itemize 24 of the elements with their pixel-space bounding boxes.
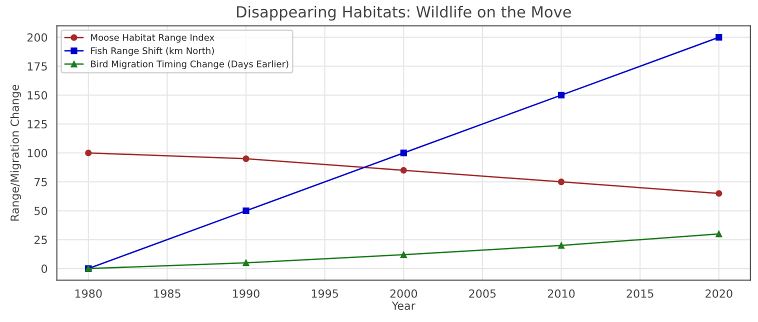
x-axis-title: Year	[392, 302, 416, 310]
x-tick-label: 2015	[626, 289, 654, 298]
x-tick-label: 1995	[312, 289, 338, 298]
y-tick-label: 200	[27, 33, 48, 42]
legend-label: Fish Range Shift (km North)	[91, 47, 214, 56]
x-tick-label: 1980	[75, 289, 102, 298]
chart-title: Disappearing Habitats: Wildlife on the Move	[237, 6, 571, 21]
legend-label: Bird Migration Timing Change (Days Earlier)	[91, 60, 288, 70]
y-tick-label: 175	[28, 62, 47, 71]
x-tick-label: 2020	[706, 289, 732, 298]
y-tick-label: 125	[28, 120, 47, 128]
y-tick-label: 75	[34, 178, 47, 186]
x-tick-label: 2005	[469, 289, 496, 298]
y-tick-label: 0	[41, 264, 48, 273]
y-tick-label: 150	[28, 91, 48, 100]
x-tick-label: 2010	[548, 289, 575, 298]
x-tick-label: 1990	[233, 289, 260, 298]
y-tick-label: 50	[34, 206, 48, 216]
y-tick-label: 25	[34, 236, 47, 244]
y-tick-label: 100	[28, 148, 48, 158]
y-axis-title: Range/Migration Change	[10, 84, 22, 221]
x-tick-label: 1985	[154, 289, 180, 298]
x-tick-label: 2000	[390, 289, 418, 298]
legend-label: Moose Habitat Range Index	[91, 34, 214, 43]
